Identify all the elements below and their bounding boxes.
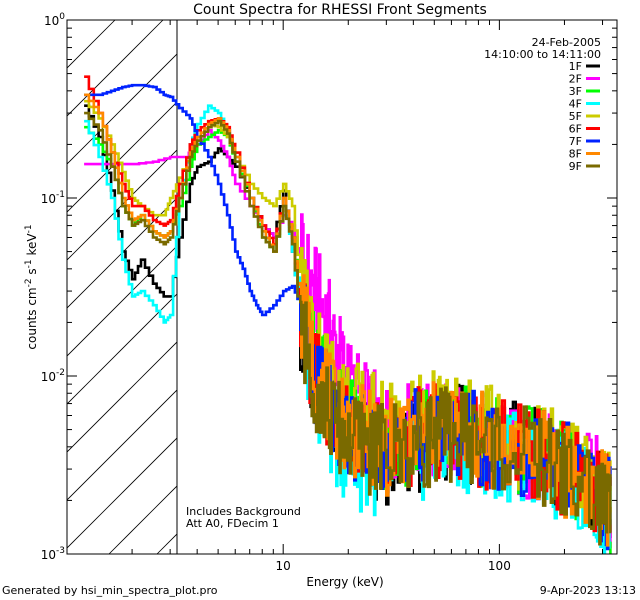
annotation-date: 24-Feb-2005: [532, 36, 601, 49]
x-tick-label: 10: [276, 559, 291, 573]
legend-label-9F: 9F: [569, 160, 582, 173]
axis-ticks: [66, 19, 617, 555]
plot-frame: [66, 19, 618, 555]
legend-label-6F: 6F: [569, 123, 582, 136]
x-axis-label: Energy (keV): [306, 575, 383, 589]
y-tick-label: 10-1: [41, 190, 65, 206]
annotation-attenuator-note: Att A0, FDecim 1: [186, 517, 279, 530]
y-tick-label: 10-3: [41, 546, 65, 562]
hatch-line: [67, 197, 177, 309]
legend-label-2F: 2F: [569, 73, 582, 86]
y-label-exp-1: -2: [24, 278, 34, 287]
annotation-time-range: 14:10:00 to 14:11:00: [484, 48, 601, 61]
hatch-line: [67, 149, 177, 261]
hatch-line: [67, 53, 177, 165]
background-hatch-region: [67, 20, 177, 554]
series-lines: [84, 75, 612, 554]
y-label-part-1: counts cm: [25, 287, 39, 349]
hatch-line: [67, 389, 177, 501]
hatch-line: [67, 245, 177, 357]
y-label-exp-2: -1: [24, 259, 34, 268]
y-tick-label: 100: [44, 12, 65, 28]
y-label-exp-3: -1: [24, 224, 34, 233]
legend-label-3F: 3F: [569, 85, 582, 98]
footer-generated-by: Generated by hsi_min_spectra_plot.pro: [2, 584, 218, 597]
hatch-line: [67, 20, 164, 117]
x-tick-label: 100: [488, 559, 511, 573]
y-label-part-3: keV: [25, 233, 39, 260]
legend-label-8F: 8F: [569, 148, 582, 161]
legend-label-4F: 4F: [569, 98, 582, 111]
y-axis-label: counts cm-2 s-1 keV-1: [24, 224, 39, 349]
y-tick-label: 10-2: [41, 368, 65, 384]
legend-label-7F: 7F: [569, 135, 582, 148]
hatch-line: [67, 437, 177, 549]
legend-label-1F: 1F: [569, 60, 582, 73]
legend-label-5F: 5F: [569, 110, 582, 123]
hatch-line: [67, 101, 177, 213]
series-line-9F: [84, 111, 612, 546]
chart-title: Count Spectra for RHESSI Front Segments: [193, 2, 487, 18]
annotation-background-note: Includes Background: [186, 505, 301, 518]
y-tick-labels: 10-3 10-2 10-1 100: [41, 12, 66, 562]
y-label-part-2: s: [25, 268, 39, 278]
x-tick-labels: 10 100: [276, 559, 511, 573]
footer-plot-date: 9-Apr-2023 13:13: [540, 584, 636, 597]
